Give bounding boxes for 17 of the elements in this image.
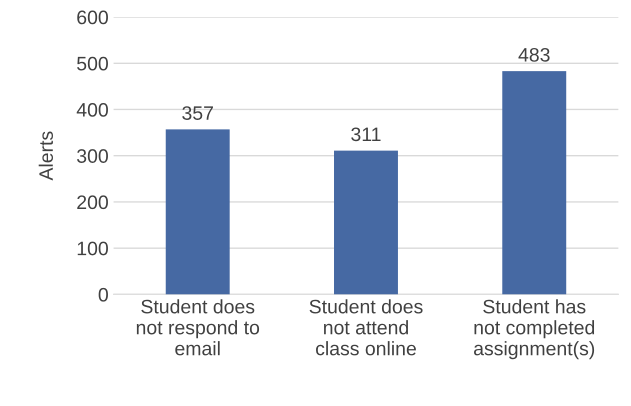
y-tick-label: 200 [77,195,108,210]
x-tick-label: Student does not attend class online [310,299,423,356]
y-tick-label: 300 [77,149,108,163]
y-tick-label: 500 [77,56,108,71]
y-tick-label: 400 [76,102,108,117]
y-axis-title: Alerts [38,132,53,181]
bar [166,129,230,294]
data-label: 357 [182,106,213,120]
bar [502,71,566,294]
data-label: 483 [518,48,550,62]
data-label: 311 [351,127,381,142]
y-tick-label: 0 [98,288,108,302]
y-tick-label: 600 [77,10,108,24]
y-tick-label: 100 [78,242,108,256]
x-tick-label: Student does not respond to email [136,299,260,356]
x-tick-label: Student has not completed assignment(s) [474,299,594,360]
bar [334,150,398,294]
